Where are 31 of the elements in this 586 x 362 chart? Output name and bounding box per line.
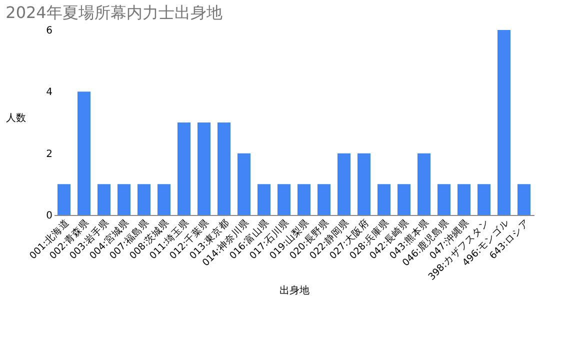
bar [238,153,250,215]
chart-title: 2024年夏場所幕内力士出身地 [6,3,222,22]
y-tick-label: 0 [46,210,52,222]
bar [518,184,530,215]
bar [58,184,70,215]
bar [258,184,270,215]
bar [158,184,170,215]
bar [298,184,310,215]
y-tick-label: 4 [46,87,52,98]
bar [178,122,190,215]
bar [78,92,90,215]
y-tick-label: 2 [46,148,52,160]
bar [98,184,110,215]
bar [418,153,430,215]
bar [338,153,350,215]
bar [398,184,410,215]
bar [358,153,370,215]
bar [218,122,230,215]
bar [458,184,470,215]
bar [278,184,290,215]
bar [498,30,510,215]
bar [378,184,390,215]
bar [118,184,130,215]
y-axis-title: 人数 [6,113,26,124]
bar [318,184,330,215]
bar [198,122,210,215]
x-axis-title: 出身地 [280,284,310,297]
bar [478,184,490,215]
bar [138,184,150,215]
bar [438,184,450,215]
y-tick-label: 6 [46,26,52,36]
